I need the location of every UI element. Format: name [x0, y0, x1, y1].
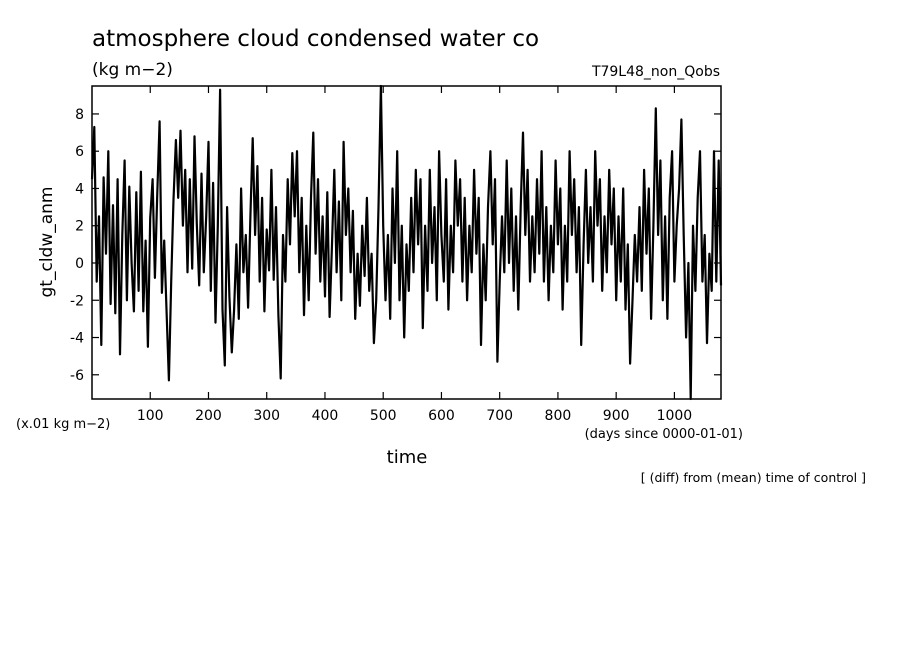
y-tick-label: -6: [70, 368, 84, 384]
x-tick-label: 300: [253, 408, 280, 424]
footnote: [ (diff) from (mean) time of control ]: [641, 470, 866, 485]
y-tick-label: 4: [75, 181, 84, 197]
x-tick-label: 200: [195, 408, 222, 424]
x-axis: 100 200 300 400 500 600 700 800 900 1000: [137, 86, 692, 424]
chart-title: atmosphere cloud condensed water co: [92, 26, 539, 52]
y-axis-title: gt_cldw_anm: [37, 187, 57, 298]
x-tick-label: 500: [370, 408, 397, 424]
y-tick-label: 0: [75, 256, 84, 272]
x-axis-title: time: [387, 447, 428, 468]
y-tick-label: 2: [75, 219, 84, 235]
units-label: (kg m−2): [92, 60, 173, 80]
x-tick-label: 700: [486, 408, 513, 424]
y-tick-label: -4: [70, 331, 84, 347]
x-tick-label: 900: [603, 408, 630, 424]
x-tick-label: 1000: [657, 408, 693, 424]
experiment-label: T79L48_non_Qobs: [591, 64, 720, 80]
scale-note: (x.01 kg m−2): [16, 417, 110, 432]
y-tick-label: 6: [75, 144, 84, 160]
x-tick-label: 600: [428, 408, 455, 424]
time-units-label: (days since 0000-01-01): [585, 427, 743, 442]
x-tick-label: 100: [137, 408, 164, 424]
series-line: [90, 84, 723, 401]
x-tick-label: 400: [312, 408, 339, 424]
x-tick-label: 800: [545, 408, 572, 424]
y-axis: -6 -4 -2 0 2 4 6 8: [70, 107, 721, 384]
y-tick-label: 8: [75, 107, 84, 123]
y-tick-label: -2: [70, 293, 84, 309]
